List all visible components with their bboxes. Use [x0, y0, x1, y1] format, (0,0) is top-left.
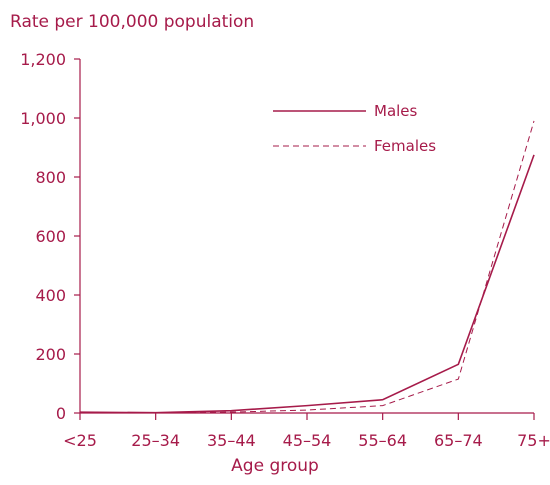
x-tick-label: 55–64 [358, 431, 407, 450]
x-tick-label: 65–74 [434, 431, 483, 450]
x-tick-label: 25–34 [131, 431, 180, 450]
x-tick-label: 75+ [517, 431, 550, 450]
y-tick-label: 800 [35, 168, 66, 187]
series-line-females [79, 120, 535, 414]
y-tick-label: 1,000 [20, 109, 66, 128]
x-tick-label: 45–54 [283, 431, 332, 450]
legend-label-females: Females [374, 137, 436, 155]
x-tick-label: <25 [63, 431, 97, 450]
y-tick-label: 0 [56, 404, 66, 423]
y-axis-title: Rate per 100,000 population [10, 12, 255, 32]
y-tick-label: 1,200 [20, 50, 66, 69]
y-tick-label: 200 [35, 345, 66, 364]
y-tick-label: 400 [35, 286, 66, 305]
x-axis-title: Age group [231, 456, 319, 476]
legend-label-males: Males [374, 102, 418, 120]
y-tick-label: 600 [35, 227, 66, 246]
x-tick-label: 35–44 [207, 431, 256, 450]
series-line-males [79, 154, 535, 414]
